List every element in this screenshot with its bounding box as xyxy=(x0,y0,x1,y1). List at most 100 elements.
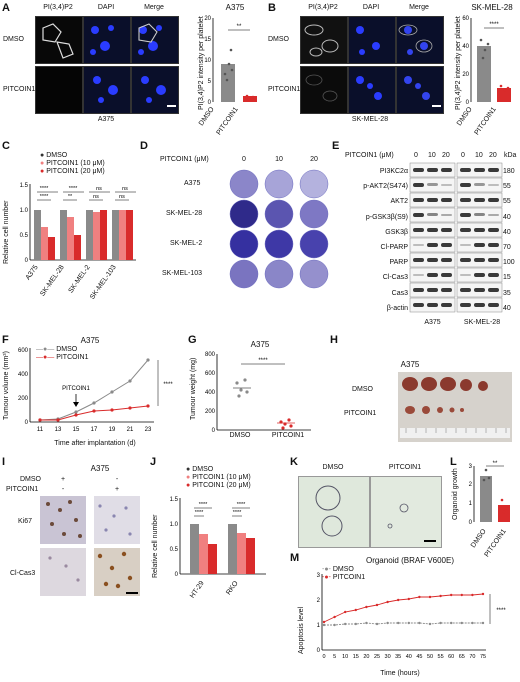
c-chart: 0 0.5 1.0 1.5 **** **** **** ** ns ns ns… xyxy=(20,183,136,264)
a-img-pip2-pitcoin xyxy=(35,66,83,114)
l-bar-pitcoin xyxy=(498,505,510,522)
m-xtick: 15 xyxy=(353,654,359,660)
j-sig: **** xyxy=(195,510,204,516)
e-protein: PI3KC2α xyxy=(379,168,408,175)
b-img-dapi-dmso xyxy=(348,16,396,64)
e-dose: 20 xyxy=(442,152,450,159)
c-bar xyxy=(34,210,41,260)
panel-label-b: B xyxy=(268,2,276,14)
f-xtick: 11 xyxy=(37,427,44,433)
j-bar xyxy=(199,534,208,574)
e-dose: 20 xyxy=(489,152,497,159)
g-ytick: 400 xyxy=(205,390,216,396)
b-cell-line: SK-MEL-28 xyxy=(351,116,389,123)
c-legend-20: PITCOIN1 (20 μM) xyxy=(46,168,105,175)
panel-label-c: C xyxy=(2,140,10,152)
l-sig: ** xyxy=(493,461,498,467)
j-bar xyxy=(228,524,237,574)
d-wells xyxy=(229,169,329,289)
panel-label-h: H xyxy=(330,334,338,346)
j-bar xyxy=(208,544,217,574)
m-legend: -●- DMSO -●- PITCOIN1 xyxy=(322,566,366,581)
f-legend-pitcoin: PITCOIN1 xyxy=(56,354,89,361)
g-ytick: 600 xyxy=(205,371,216,377)
e-size: 180 xyxy=(503,168,515,175)
panel-label-e: E xyxy=(332,140,340,152)
a-col-1: PI(3,4)P2 xyxy=(43,4,73,11)
m-xtick: 20 xyxy=(363,654,369,660)
m-chart: 0 1 2 3 0 5 10 15 20 25 30 35 40 45 50 5… xyxy=(317,573,507,660)
i-sign: + xyxy=(60,476,66,483)
c-ytick: 1.0 xyxy=(20,208,29,214)
m-xtick: 0 xyxy=(322,654,325,660)
panel-label-a: A xyxy=(2,2,10,14)
a-sig: ** xyxy=(237,24,242,30)
l-ytick: 0 xyxy=(469,520,473,526)
g-ylabel: Tumour weight (mg) xyxy=(190,357,197,420)
g-xcat: PITCOIN1 xyxy=(271,432,305,439)
b-ytick: 40 xyxy=(462,44,469,50)
a-col-3: Merge xyxy=(144,4,164,11)
e-dose: 10 xyxy=(428,152,436,159)
l-bar-dmso xyxy=(480,476,492,522)
c-sig: ** xyxy=(68,194,73,200)
e-size: 40 xyxy=(503,304,511,312)
a-ytick: 20 xyxy=(204,16,211,22)
c-legend-dmso: DMSO xyxy=(46,152,68,159)
i-ihc-overlay xyxy=(46,500,138,594)
b-img-pip2-dmso xyxy=(300,16,348,64)
e-dose: 0 xyxy=(414,152,418,159)
f-xtick: 23 xyxy=(145,427,152,433)
c-legend-10: PITCOIN1 (10 μM) xyxy=(46,160,105,167)
d-dose: 20 xyxy=(310,156,318,163)
m-ytick: 1 xyxy=(317,623,321,629)
i-cond-row: PITCOIN1 xyxy=(6,486,39,493)
i-img-ki67-pitcoin xyxy=(94,496,140,544)
e-dose: 0 xyxy=(461,152,465,159)
l-ytick: 3 xyxy=(469,464,473,470)
f-ytick: 200 xyxy=(18,396,29,402)
i-row: Ki67 xyxy=(18,518,33,525)
a-cell-line: A375 xyxy=(97,116,115,123)
e-cell-line: SK-MEL-28 xyxy=(463,319,501,326)
g-ytick: 200 xyxy=(205,409,216,415)
l-ytick: 2 xyxy=(469,482,473,488)
k-col: DMSO xyxy=(322,464,344,471)
f-xtick: 19 xyxy=(109,427,116,433)
e-sizes: 180 55 55 40 40 70 100 15 35 40 xyxy=(503,164,515,316)
f-xlabel: Time after implantation (d) xyxy=(54,440,136,447)
c-bar xyxy=(93,212,100,260)
panel-label-d: D xyxy=(140,140,148,152)
panel-label-l: L xyxy=(450,456,457,468)
c-bar xyxy=(74,235,81,260)
c-ytick: 0.5 xyxy=(20,233,29,239)
e-size: 40 xyxy=(503,228,511,236)
e-size: 40 xyxy=(503,213,511,221)
j-ylabel: Relative cell number xyxy=(152,514,159,578)
e-dose: 10 xyxy=(475,152,483,159)
c-bar xyxy=(126,210,133,260)
b-bar-pitcoin xyxy=(497,88,511,102)
f-arrow-label: PITCOIN1 xyxy=(62,386,90,392)
b-row-dmso: DMSO xyxy=(268,36,289,43)
a-chart-title: A375 xyxy=(225,3,245,12)
g-xcat: DMSO xyxy=(229,432,251,439)
i-img-cas3-dmso xyxy=(40,548,86,596)
j-bar xyxy=(237,533,246,574)
m-title: Organoid (BRAF V600E) xyxy=(365,556,455,565)
e-protein: GSK3β xyxy=(385,228,408,236)
c-bar xyxy=(119,210,126,260)
c-sig: ns xyxy=(93,194,99,200)
e-protein: β-actin xyxy=(386,304,408,312)
b-sig: **** xyxy=(489,22,499,28)
e-protein: Cl-Cas3 xyxy=(382,274,408,282)
a-chart: 0 5 10 15 20 ** xyxy=(204,16,257,106)
c-bar xyxy=(60,210,67,260)
b-img-merge-dmso xyxy=(396,16,444,64)
b-bar-dmso xyxy=(477,46,491,102)
f-legend: —●— DMSO —●— PITCOIN1 xyxy=(36,346,89,361)
m-ytick: 3 xyxy=(317,573,321,579)
a-img-dapi-dmso xyxy=(83,16,131,64)
f-xtick: 21 xyxy=(127,427,134,433)
a-ytick: 0 xyxy=(208,100,212,106)
